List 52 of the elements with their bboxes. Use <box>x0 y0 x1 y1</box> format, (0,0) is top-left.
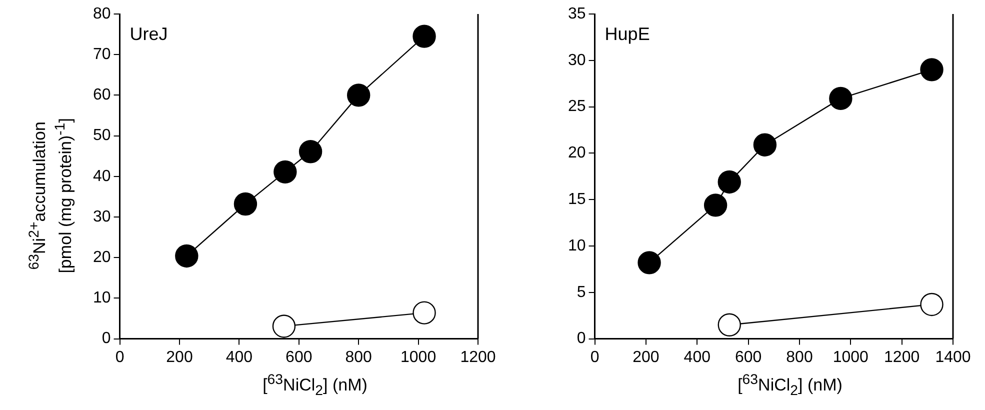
point <box>829 86 852 110</box>
point <box>412 301 436 324</box>
x-tick-label: 0 <box>115 348 124 366</box>
y-tick-label: 30 <box>568 52 586 69</box>
y-tick-label: 25 <box>568 98 586 116</box>
y-tick-label: 80 <box>93 5 111 22</box>
x-tick-label: 400 <box>226 348 253 366</box>
x-tick-label: 0 <box>590 348 600 366</box>
y-tick-label: 35 <box>568 5 586 22</box>
point <box>175 244 198 268</box>
x-tick-label: 1400 <box>935 348 971 366</box>
y-tick-label: 20 <box>93 249 111 266</box>
point <box>638 251 661 274</box>
point <box>920 292 944 316</box>
point <box>704 194 728 217</box>
y-tick-label: 50 <box>93 127 111 144</box>
x-tick-label: 1000 <box>832 348 869 366</box>
point <box>412 24 436 48</box>
y-tick-label: 15 <box>568 191 586 208</box>
x-tick-label: 1200 <box>884 348 920 366</box>
y-tick-label: 20 <box>568 144 586 162</box>
y-tick-label: 0 <box>102 330 111 348</box>
y-tick-label: 0 <box>576 330 586 348</box>
point <box>272 314 296 338</box>
y-tick-label: 10 <box>568 237 586 254</box>
y-tick-label: 60 <box>93 86 111 104</box>
point <box>347 84 370 107</box>
point <box>753 133 777 156</box>
x-tick-label: 200 <box>166 348 193 366</box>
point <box>718 170 741 194</box>
point <box>274 160 297 184</box>
y-tick-label: 70 <box>93 46 111 64</box>
y-tick-label: 10 <box>93 290 111 307</box>
x-tick-label: 1000 <box>400 348 436 366</box>
y-tick-label: 5 <box>576 284 586 301</box>
x-tick-label: 600 <box>286 348 312 366</box>
x-tick-label: 200 <box>632 348 660 366</box>
annotation: UreJ <box>130 24 168 44</box>
x-tick-label: 800 <box>786 348 813 366</box>
point <box>920 58 944 82</box>
point <box>298 140 322 164</box>
x-tick-label: 800 <box>345 348 372 366</box>
x-tick-label: 1200 <box>460 348 496 366</box>
y-tick-label: 30 <box>93 208 111 226</box>
x-tick-label: 400 <box>684 348 711 366</box>
x-axis-title: [$^{63}$NiCl$_{2}$] (nM) <box>736 372 844 400</box>
x-axis-title: [$^{63}$NiCl$_{2}$] (nM) <box>262 372 368 400</box>
annotation: HupE <box>604 24 650 44</box>
point <box>718 313 741 336</box>
y-tick-label: 40 <box>93 168 111 185</box>
x-tick-label: 600 <box>734 348 762 366</box>
point <box>234 192 258 216</box>
